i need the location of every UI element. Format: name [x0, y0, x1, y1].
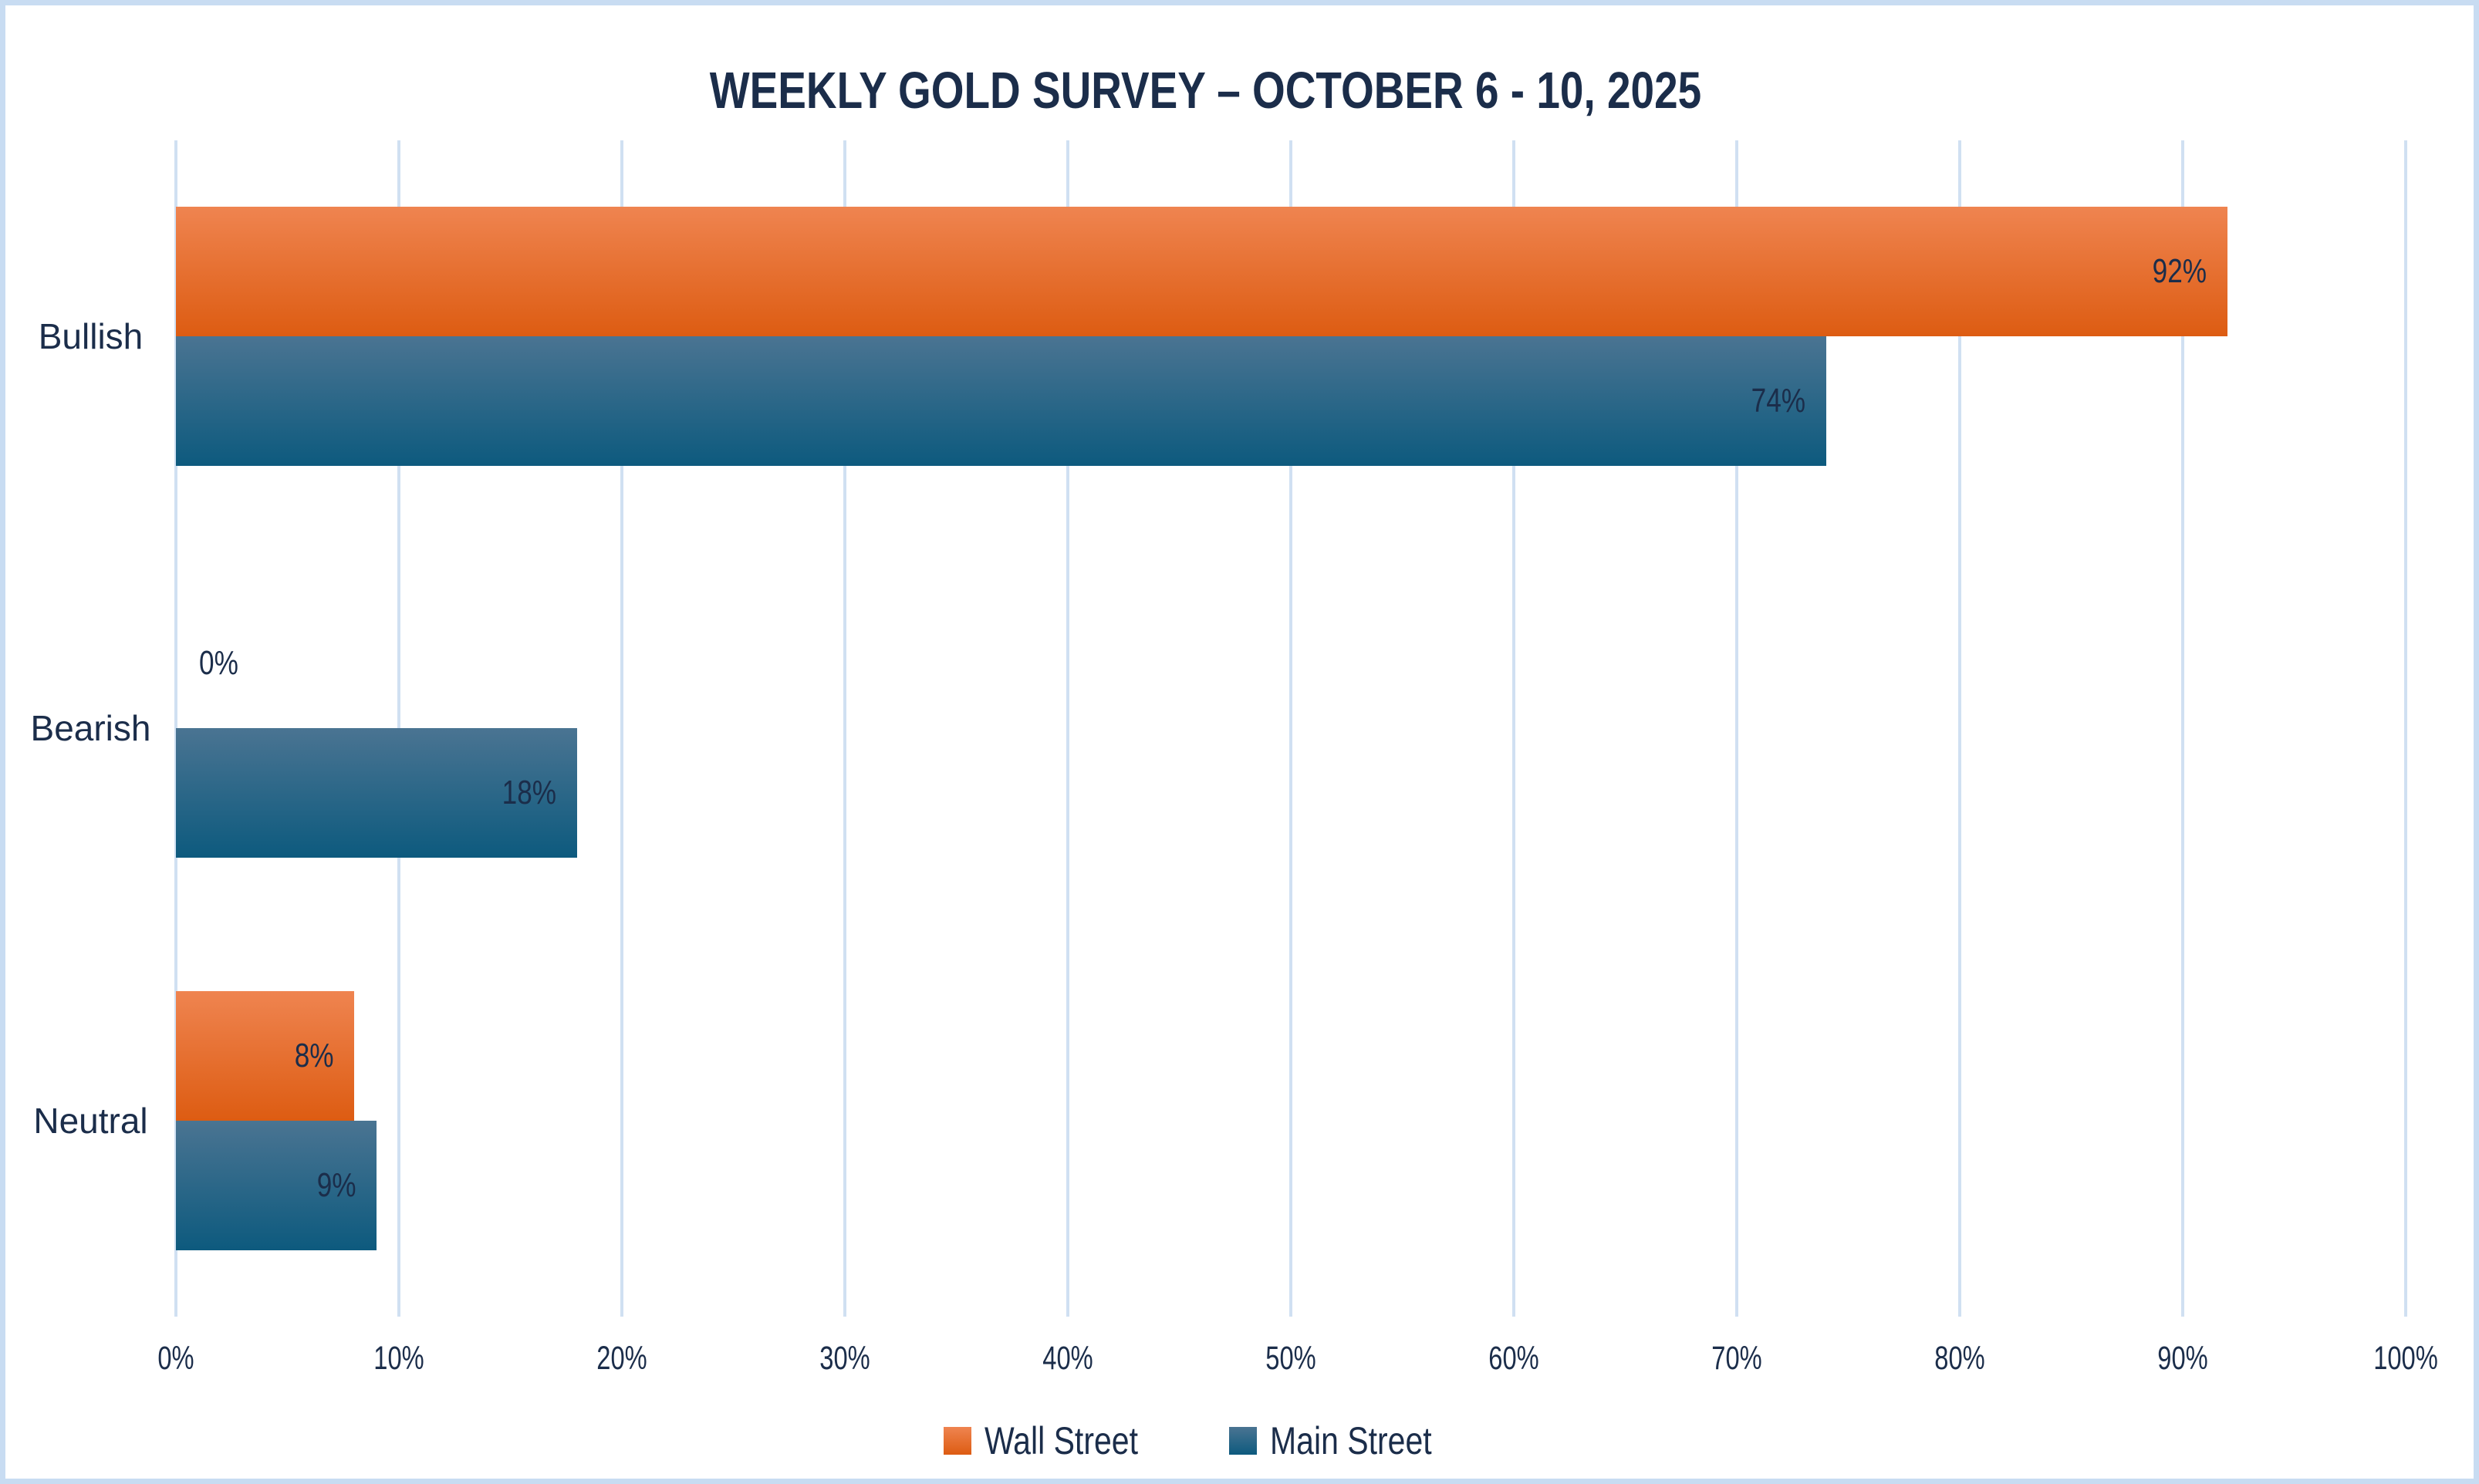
gridline — [1066, 140, 1069, 1317]
x-tick-label: 10% — [373, 1340, 424, 1377]
category-row-bearish: Bearish 0% 18% — [31, 532, 2406, 924]
bar-group: 0% 18% — [176, 599, 2406, 858]
gridline — [620, 140, 623, 1317]
bar-wall-street-bullish: 92% — [176, 207, 2227, 337]
gridline — [843, 140, 846, 1317]
x-tick-label: 30% — [819, 1340, 870, 1377]
chart-title: WEEKLY GOLD SURVEY – OCTOBER 6 - 10, 202… — [709, 62, 1702, 120]
gridline — [1512, 140, 1515, 1317]
data-label-main-street-neutral: 9% — [316, 1165, 356, 1204]
category-label-neutral: Neutral — [33, 1100, 148, 1141]
plot-area: Bullish 92% 74% Bearish 0% 18% Neutral 8% 9% — [31, 140, 2407, 1317]
category-label-bearish: Bearish — [30, 708, 151, 749]
bar-wall-street-neutral: 8% — [176, 990, 355, 1121]
bar-rows: Bullish 92% 74% Bearish 0% 18% Neutral 8% 9% — [31, 140, 2406, 1317]
gridline — [2181, 140, 2184, 1317]
x-tick-label: 70% — [1711, 1340, 1762, 1377]
legend-swatch-wall-street — [944, 1427, 972, 1455]
data-label-wall-street-bearish: 0% — [199, 644, 238, 683]
x-tick-label: 50% — [1265, 1340, 1316, 1377]
legend-label-wall-street: Wall Street — [985, 1419, 1139, 1462]
x-axis: 0% 10% 20% 30% 40% 50% 60% 70% 80% 90% 100% — [157, 1317, 2437, 1401]
x-tick-label: 20% — [596, 1340, 647, 1377]
gridline — [2404, 140, 2407, 1317]
data-label-wall-street-neutral: 8% — [294, 1036, 334, 1074]
legend-item-wall-street: Wall Street — [944, 1418, 1172, 1463]
x-tick-label: 60% — [1488, 1340, 1539, 1377]
bar-main-street-neutral: 9% — [176, 1120, 377, 1250]
legend: Wall Street Main Street — [5, 1418, 2406, 1463]
gridline — [1958, 140, 1961, 1317]
category-row-neutral: Neutral 8% 9% — [33, 925, 2406, 1317]
category-label-bullish: Bullish — [38, 316, 144, 357]
bar-main-street-bullish: 74% — [176, 336, 1826, 467]
category-row-bullish: Bullish 92% 74% — [39, 140, 2406, 532]
data-label-wall-street-bullish: 92% — [2152, 252, 2207, 291]
data-label-main-street-bullish: 74% — [1751, 382, 1805, 420]
x-tick-label: 100% — [2373, 1340, 2438, 1377]
gridline — [1735, 140, 1738, 1317]
data-label-main-street-bearish: 18% — [502, 774, 557, 812]
gridline — [1289, 140, 1292, 1317]
x-tick-label: 40% — [1042, 1340, 1093, 1377]
bar-group: 8% 9% — [176, 990, 2406, 1250]
bar-group: 92% 74% — [176, 207, 2406, 467]
x-tick-label: 80% — [1934, 1340, 1985, 1377]
legend-item-main-street: Main Street — [1228, 1418, 1467, 1463]
bar-main-street-bearish: 18% — [176, 728, 578, 858]
x-tick-label: 0% — [157, 1340, 194, 1377]
legend-swatch-main-street — [1228, 1427, 1257, 1455]
x-tick-label: 90% — [2157, 1340, 2208, 1377]
legend-label-main-street: Main Street — [1269, 1419, 1432, 1462]
